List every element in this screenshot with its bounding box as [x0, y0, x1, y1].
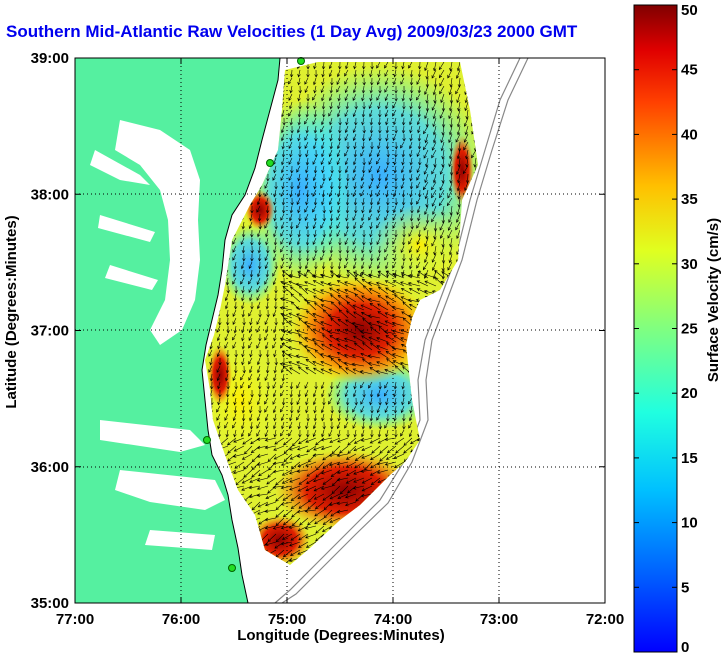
y-tick-label: 38:00	[31, 186, 69, 203]
x-tick-label: 72:00	[586, 611, 624, 628]
x-tick-label: 76:00	[162, 611, 200, 628]
station-marker	[266, 159, 274, 167]
x-axis: 77:00 76:00 75:00 74:00 73:00 72:00	[56, 58, 624, 628]
colorbar-tick-label: 0	[681, 639, 689, 656]
y-axis: 39:00 38:00 37:00 36:00 35:00	[31, 50, 605, 612]
colorbar-gradient	[633, 4, 678, 653]
colorbar: 0 5 10 15 20 25 30 35 40 45 50 Surface Velocity (c…	[633, 2, 722, 656]
colorbar-tick-label: 25	[681, 321, 698, 338]
colorbar-tick-label: 15	[681, 450, 698, 467]
colorbar-tick-label: 35	[681, 191, 698, 208]
x-tick-label: 77:00	[56, 611, 94, 628]
plot-title: Southern Mid-Atlantic Raw Velocities (1 …	[6, 22, 578, 41]
x-tick-label: 74:00	[374, 611, 412, 628]
x-axis-title: Longitude (Degrees:Minutes)	[237, 627, 445, 644]
plot-area	[74, 57, 606, 604]
y-axis-title: Latitude (Degrees:Minutes)	[3, 215, 20, 408]
y-tick-label: 39:00	[31, 50, 69, 67]
y-tick-label: 37:00	[31, 323, 69, 340]
colorbar-tick-label: 30	[681, 256, 698, 273]
x-tick-label: 75:00	[268, 611, 306, 628]
colorbar-title: Surface Velocity (cm/s)	[705, 218, 722, 382]
albemarle-sound	[100, 420, 205, 452]
y-tick-label: 36:00	[31, 459, 69, 476]
station-marker	[203, 436, 211, 444]
colorbar-tick-label: 10	[681, 515, 698, 532]
chesapeake-bay	[115, 120, 200, 345]
colorbar-tick-label: 40	[681, 126, 698, 143]
station-marker	[297, 57, 305, 65]
colorbar-tick-label: 5	[681, 579, 689, 596]
colorbar-tick-label: 20	[681, 385, 698, 402]
y-tick-label: 35:00	[31, 595, 69, 612]
grid-lines	[75, 58, 605, 603]
station-marker	[228, 564, 236, 572]
pamlico-sound	[115, 470, 225, 510]
land-mass	[75, 58, 281, 603]
colorbar-tick-label: 45	[681, 62, 698, 79]
colorbar-ticks: 0 5 10 15 20 25 30 35 40 45 50	[634, 2, 698, 656]
bathymetry-contours	[274, 58, 529, 603]
x-tick-label: 73:00	[480, 611, 518, 628]
colorbar-tick-label: 50	[681, 2, 698, 19]
